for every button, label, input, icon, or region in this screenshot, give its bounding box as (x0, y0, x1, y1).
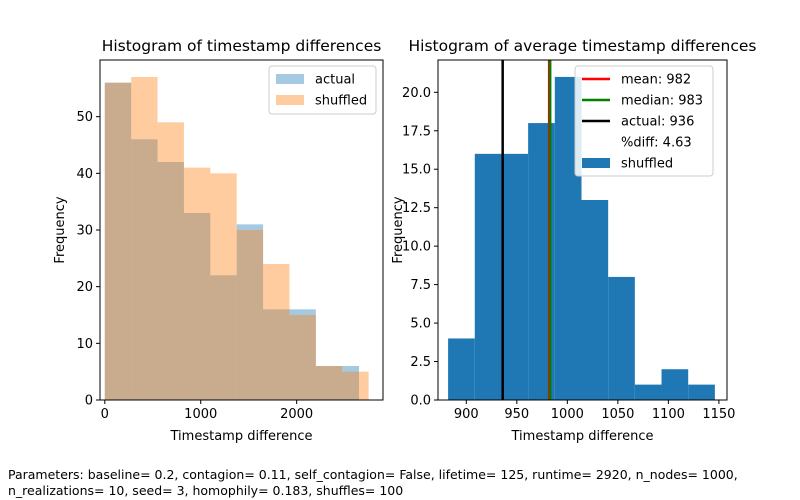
y-tick-label: 20.0 (402, 86, 431, 101)
x-tick-label: 1000 (184, 407, 217, 422)
legend-label: actual (315, 73, 355, 88)
histogram-bar-shuffled (581, 200, 609, 400)
histogram-bar-shuffled (448, 338, 475, 400)
legend-patch-swatch (276, 95, 304, 105)
y-tick-label: 10 (76, 337, 93, 352)
chart-title: Histogram of timestamp differences (102, 37, 382, 55)
y-tick-label: 40 (76, 167, 93, 182)
histogram-bar-actual (210, 275, 237, 400)
histogram-bar-actual (157, 162, 184, 400)
histogram-bar-shuffled (289, 315, 316, 400)
legend: actual shuffled (268, 65, 377, 115)
x-tick-label: 1000 (551, 407, 584, 422)
chart-title: Histogram of average timestamp differenc… (408, 37, 756, 55)
histogram-bar-shuffled (104, 82, 132, 401)
legend-label: mean: 982 (621, 73, 691, 88)
histogram-bar-shuffled (236, 230, 264, 400)
x-axis-label: Timestamp difference (170, 429, 313, 444)
histogram-bar-shuffled (342, 371, 369, 400)
legend-label: %diff: 4.63 (621, 136, 692, 151)
histogram-bar-shuffled (157, 122, 184, 400)
histogram-bar-shuffled (474, 153, 502, 400)
histogram-bar-shuffled (183, 167, 211, 400)
y-tick-label: 30 (76, 224, 93, 239)
x-tick-label: 1100 (652, 407, 685, 422)
histogram-bar-actual (315, 366, 343, 400)
histogram-bar-shuffled (688, 384, 715, 400)
legend-label: actual: 936 (621, 115, 694, 130)
y-tick-label: 20 (76, 280, 93, 295)
y-tick-label: 0 (85, 394, 93, 409)
histogram-bar-shuffled (634, 384, 662, 400)
y-tick-label: 7.5 (410, 278, 431, 293)
legend-patch-swatch (276, 74, 304, 84)
histogram-bar-shuffled (315, 366, 343, 400)
histogram-bar-shuffled (131, 77, 158, 400)
y-tick-label: 5.0 (410, 317, 431, 332)
y-tick-label: 2.5 (410, 355, 431, 370)
histogram-bar-actual (289, 309, 316, 400)
histogram-bar-shuffled (263, 264, 290, 400)
y-tick-label: 12.5 (402, 201, 431, 216)
histogram-bar-actual (263, 309, 290, 400)
x-tick-label: 1050 (601, 407, 634, 422)
chart-1: 0 1000 2000 0 10 20 30 40 50 Histogram of timesta… (53, 37, 384, 444)
histogram-bar-shuffled (608, 276, 635, 400)
histogram-bar-actual (104, 82, 132, 401)
axes-frame (437, 59, 728, 401)
histogram-bar-actual (131, 139, 158, 401)
figure: 0 1000 2000 0 10 20 30 40 50 Histogram of timesta… (53, 37, 757, 444)
y-axis-label: Frequency (53, 196, 68, 263)
legend: mean: 982 median: 983 actual: 936 %diff: 4.… (574, 65, 714, 177)
legend-label: shuffled (621, 157, 673, 172)
legend-patch-swatch (582, 158, 610, 168)
x-tick-label: 0 (101, 407, 109, 422)
histogram-bar-shuffled (661, 369, 689, 400)
x-tick-label: 1150 (702, 407, 735, 422)
histogram-bar-shuffled (501, 153, 529, 400)
y-tick-label: 0.0 (410, 394, 431, 409)
histogram-bar-actual (183, 213, 211, 400)
x-tick-label: 2000 (280, 407, 313, 422)
histogram-bar-actual (236, 224, 264, 400)
x-tick-label: 900 (454, 407, 479, 422)
histogram-bar-actual (342, 366, 360, 400)
x-tick-label: 950 (504, 407, 529, 422)
parameters-caption: Parameters: baseline= 0.2, contagion= 0.… (8, 467, 738, 498)
legend-label: shuffled (315, 94, 367, 109)
chart-2: 900 950 1000 1050 1100 1150 0.0 2.5 5.0 7.5 10.0 12… (391, 37, 757, 444)
y-tick-label: 50 (76, 110, 93, 125)
legend-box (574, 65, 714, 177)
legend-label: median: 983 (621, 94, 703, 109)
y-axis-label: Frequency (391, 196, 406, 263)
y-tick-label: 17.5 (402, 124, 431, 139)
bars-group (104, 77, 369, 401)
x-axis-label: Timestamp difference (511, 429, 654, 444)
histogram-bar-shuffled (210, 173, 237, 400)
y-tick-label: 15.0 (402, 163, 431, 178)
y-tick-label: 10.0 (402, 240, 431, 255)
legend-box (268, 65, 377, 115)
